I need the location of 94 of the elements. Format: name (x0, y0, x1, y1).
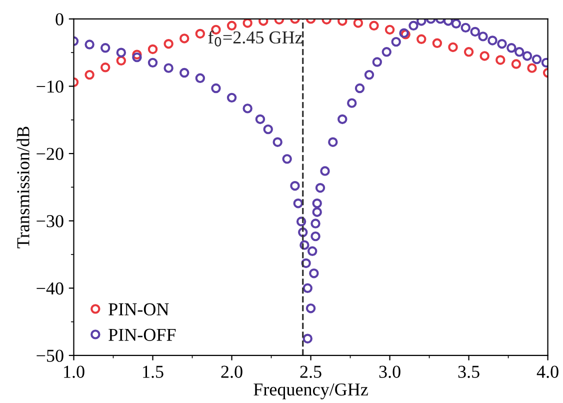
point (226, 20, 237, 31)
point (195, 28, 206, 39)
point (391, 36, 401, 47)
point (353, 18, 364, 28)
point (100, 43, 110, 53)
point (282, 154, 292, 164)
point (84, 40, 94, 50)
legend-label: PIN-ON (108, 303, 169, 316)
point (132, 52, 142, 62)
point (116, 48, 126, 58)
point (488, 36, 498, 46)
point (384, 24, 395, 35)
point (470, 26, 480, 37)
point (132, 50, 142, 60)
point (408, 20, 418, 31)
point (522, 51, 532, 61)
point (312, 198, 322, 208)
point (372, 57, 382, 67)
point (195, 73, 206, 84)
point (338, 18, 348, 26)
point (511, 59, 522, 69)
point (448, 42, 458, 52)
point (369, 20, 379, 31)
point (255, 114, 266, 124)
point (320, 166, 330, 176)
x-tick-label: 3.0 (379, 366, 400, 378)
x-tick-label: 1.0 (64, 366, 84, 378)
point (242, 104, 252, 114)
point (258, 18, 268, 26)
point (226, 92, 237, 103)
x-tick-label: 2.0 (221, 366, 242, 378)
point (451, 18, 462, 29)
point (290, 180, 300, 191)
point (527, 63, 537, 73)
x-tick-label: 4.0 (536, 366, 558, 378)
point (148, 44, 158, 54)
point (480, 51, 490, 61)
point (116, 56, 126, 66)
point (306, 303, 316, 314)
point (496, 55, 506, 65)
point (296, 216, 306, 226)
point (242, 18, 252, 28)
point (310, 231, 320, 242)
x-tick-label: 2.5 (300, 366, 322, 378)
point (301, 258, 311, 268)
point (298, 227, 308, 238)
y-axis-title: Transmission/dB (16, 126, 30, 248)
point (302, 334, 312, 344)
y-tick-label: −50 (36, 350, 64, 362)
point (310, 218, 320, 228)
point (180, 34, 190, 44)
point (315, 183, 326, 193)
y-tick-label: −20 (36, 148, 64, 160)
point (312, 207, 322, 217)
point (443, 18, 454, 26)
point (180, 68, 190, 78)
point (532, 54, 542, 64)
ref-line-label: f$_{0}$=2.45 GHz (208, 30, 302, 47)
point (164, 38, 174, 49)
point (307, 246, 318, 256)
y-tick-label: −10 (36, 80, 64, 93)
point (346, 98, 357, 108)
point (338, 114, 348, 124)
point (464, 47, 474, 57)
x-tick-label: 3.5 (458, 366, 480, 378)
point (416, 18, 426, 26)
point (328, 137, 338, 147)
point (506, 43, 516, 53)
y-tick-label: −40 (36, 282, 64, 295)
point (84, 70, 94, 80)
point (302, 283, 312, 294)
point (100, 62, 110, 72)
point (164, 63, 174, 73)
point (211, 83, 221, 94)
y-tick-label: 0 (56, 13, 64, 26)
x-axis-title: Frequency/GHz (254, 383, 368, 400)
legend-label: PIN-OFF (108, 328, 176, 341)
point (354, 83, 365, 94)
point (497, 38, 507, 49)
x-tick-label: 1.5 (143, 366, 164, 378)
point (272, 137, 282, 147)
point (432, 38, 442, 48)
point (300, 240, 310, 250)
point (263, 124, 273, 134)
point (416, 34, 426, 44)
point (293, 198, 303, 208)
point (364, 70, 374, 80)
point (148, 58, 158, 68)
y-tick-label: −30 (36, 215, 64, 228)
point (514, 47, 524, 57)
point (382, 47, 392, 57)
point (460, 22, 470, 33)
point (478, 32, 488, 42)
point (309, 268, 319, 278)
